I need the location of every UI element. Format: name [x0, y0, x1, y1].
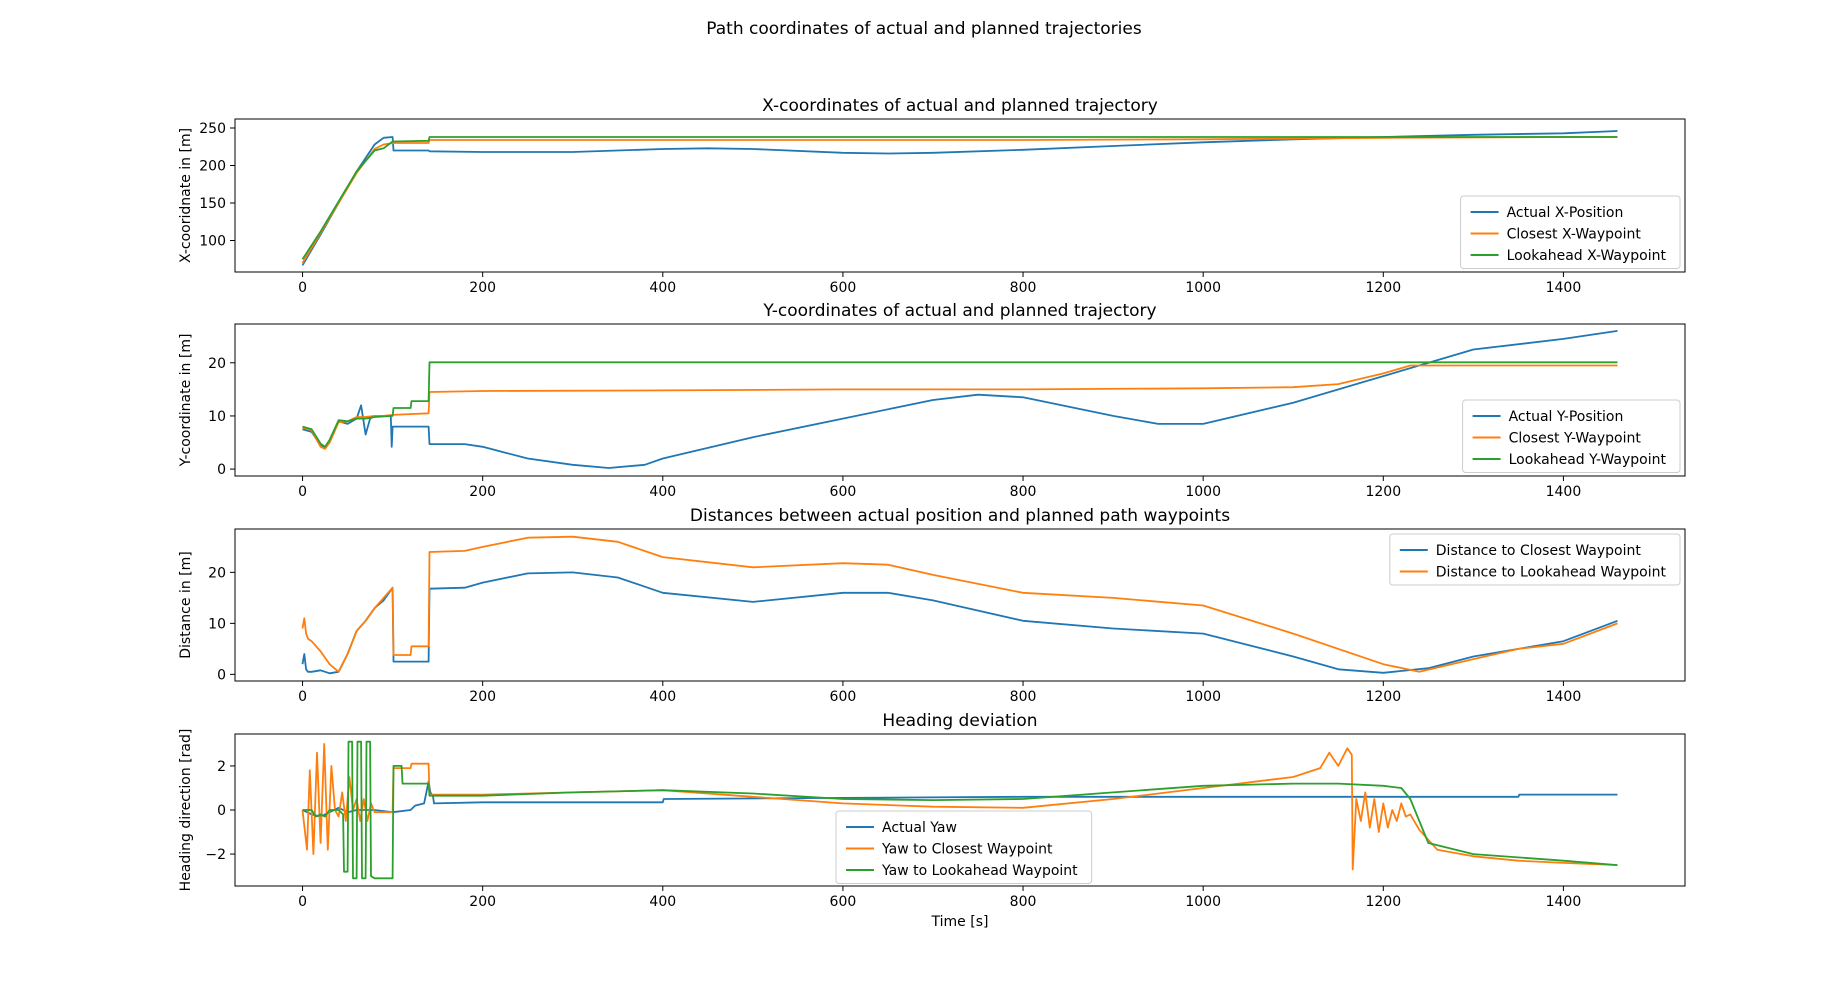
subplot-title: X-coordinates of actual and planned traj…	[762, 96, 1158, 116]
y-tick-label: 10	[208, 616, 226, 632]
x-tick-label: 1200	[1365, 484, 1401, 500]
figure-suptitle: Path coordinates of actual and planned t…	[706, 19, 1142, 39]
legend: Distance to Closest Waypoint Distance to …	[1389, 533, 1681, 586]
y-axis-label: Distance in [m]	[178, 551, 194, 658]
x-tick-label: 1400	[1546, 689, 1582, 705]
x-tick-label: 1200	[1365, 894, 1401, 910]
x-tick-label: 0	[298, 894, 307, 910]
y-axis-label: X-cooridnate in [m]	[178, 128, 194, 263]
legend-label-3: Lookahead Y-Waypoint	[1509, 452, 1667, 468]
x-tick-label: 200	[469, 894, 496, 910]
series-line-2	[301, 743, 1618, 871]
x-tick-label: 600	[830, 894, 857, 910]
y-tick-label: 150	[199, 196, 226, 212]
y-tick-label: 0	[217, 803, 226, 819]
y-axis-label: Y-coordinate in [m]	[178, 334, 194, 468]
subplot-3: 0 200 400 600 800 1000 1200 1400 0 10 20 Distances …	[178, 506, 1686, 705]
legend-label-3: Yaw to Lookahead Waypoint	[881, 863, 1078, 879]
legend-label-1: Actual Yaw	[882, 820, 957, 836]
legend-label-2: Closest X-Waypoint	[1507, 227, 1642, 243]
x-tick-label: 1000	[1185, 484, 1221, 500]
legend-label-1: Actual Y-Position	[1509, 409, 1624, 425]
series-line-2	[301, 535, 1618, 673]
subplot-2: 0 200 400 600 800 1000 1200 1400 0 10 20 Y-coordina…	[178, 301, 1686, 500]
y-tick-label: 20	[208, 565, 226, 581]
y-tick-label: 0	[217, 667, 226, 683]
axes-frame	[234, 528, 1686, 682]
x-tick-label: 1000	[1185, 689, 1221, 705]
subplot-title: Distances between actual position and pl…	[690, 506, 1230, 526]
legend-label-2: Distance to Lookahead Waypoint	[1436, 565, 1667, 581]
legend-box	[1462, 399, 1681, 473]
y-axis-label: Heading direction [rad]	[178, 729, 194, 892]
x-tick-label: 800	[1010, 689, 1037, 705]
x-tick-label: 0	[298, 484, 307, 500]
legend-label-1: Actual X-Position	[1507, 205, 1624, 221]
x-tick-label: 1000	[1185, 280, 1221, 296]
axes-frame	[234, 118, 1686, 273]
x-tick-label: 800	[1010, 484, 1037, 500]
x-tick-label: 400	[649, 280, 676, 296]
subplot-1: 0 200 400 600 800 1000 1200 1400 100 150 200 250 X-c…	[178, 96, 1686, 296]
x-tick-label: 1400	[1546, 894, 1582, 910]
y-tick-label: 250	[199, 121, 226, 137]
y-tick-label: 10	[208, 409, 226, 425]
legend-box	[835, 810, 1093, 884]
legend-label-2: Yaw to Closest Waypoint	[881, 842, 1053, 858]
y-tick-label: 2	[217, 759, 226, 775]
series-line-2	[301, 136, 1618, 264]
y-tick-label: 20	[208, 356, 226, 372]
x-tick-label: 200	[469, 280, 496, 296]
x-tick-label: 1000	[1185, 894, 1221, 910]
x-tick-label: 1200	[1365, 689, 1401, 705]
y-tick-label: 0	[217, 462, 226, 478]
legend-box	[1389, 533, 1681, 586]
legend: Actual Yaw Yaw to Closest Waypoint Yaw to …	[835, 810, 1093, 884]
x-tick-label: 600	[830, 484, 857, 500]
x-tick-label: 800	[1010, 894, 1037, 910]
x-tick-label: 1400	[1546, 280, 1582, 296]
y-tick-label: 200	[199, 159, 226, 175]
x-tick-label: 1400	[1546, 484, 1582, 500]
x-tick-label: 400	[649, 484, 676, 500]
series-line-2	[302, 364, 1618, 450]
x-tick-label: 200	[469, 689, 496, 705]
series-line-3	[301, 136, 1618, 260]
x-tick-label: 0	[298, 689, 307, 705]
legend-label-1: Distance to Closest Waypoint	[1436, 543, 1642, 559]
subplot-title: Y-coordinates of actual and planned traj…	[762, 301, 1156, 321]
x-tick-label: 600	[830, 280, 857, 296]
y-tick-label: −2	[205, 847, 226, 863]
series-line-3	[302, 361, 1618, 448]
legend: Actual X-Position Closest X-Waypoint Looka…	[1460, 195, 1681, 269]
axes-frame	[234, 323, 1686, 477]
series-line-1	[302, 330, 1618, 469]
series-line-1	[301, 571, 1618, 675]
legend-box	[1460, 195, 1681, 269]
x-tick-label: 400	[649, 894, 676, 910]
subplot-4: 0 200 400 600 800 1000 1200 1400 −2 0 2 Heading dev…	[178, 711, 1686, 930]
legend-label-2: Closest Y-Waypoint	[1509, 431, 1642, 447]
legend: Actual Y-Position Closest Y-Waypoint Looka…	[1462, 399, 1681, 473]
legend-label-3: Lookahead X-Waypoint	[1507, 248, 1667, 264]
y-tick-label: 100	[199, 234, 226, 250]
x-tick-label: 400	[649, 689, 676, 705]
x-tick-label: 0	[298, 280, 307, 296]
x-tick-label: 200	[469, 484, 496, 500]
series-line-1	[301, 130, 1618, 266]
subplot-title: Heading deviation	[882, 711, 1037, 731]
x-tick-label: 600	[830, 689, 857, 705]
x-axis-label: Time [s]	[931, 914, 989, 930]
series-line-3	[302, 740, 1618, 880]
x-tick-label: 1200	[1365, 280, 1401, 296]
x-tick-label: 800	[1010, 280, 1037, 296]
